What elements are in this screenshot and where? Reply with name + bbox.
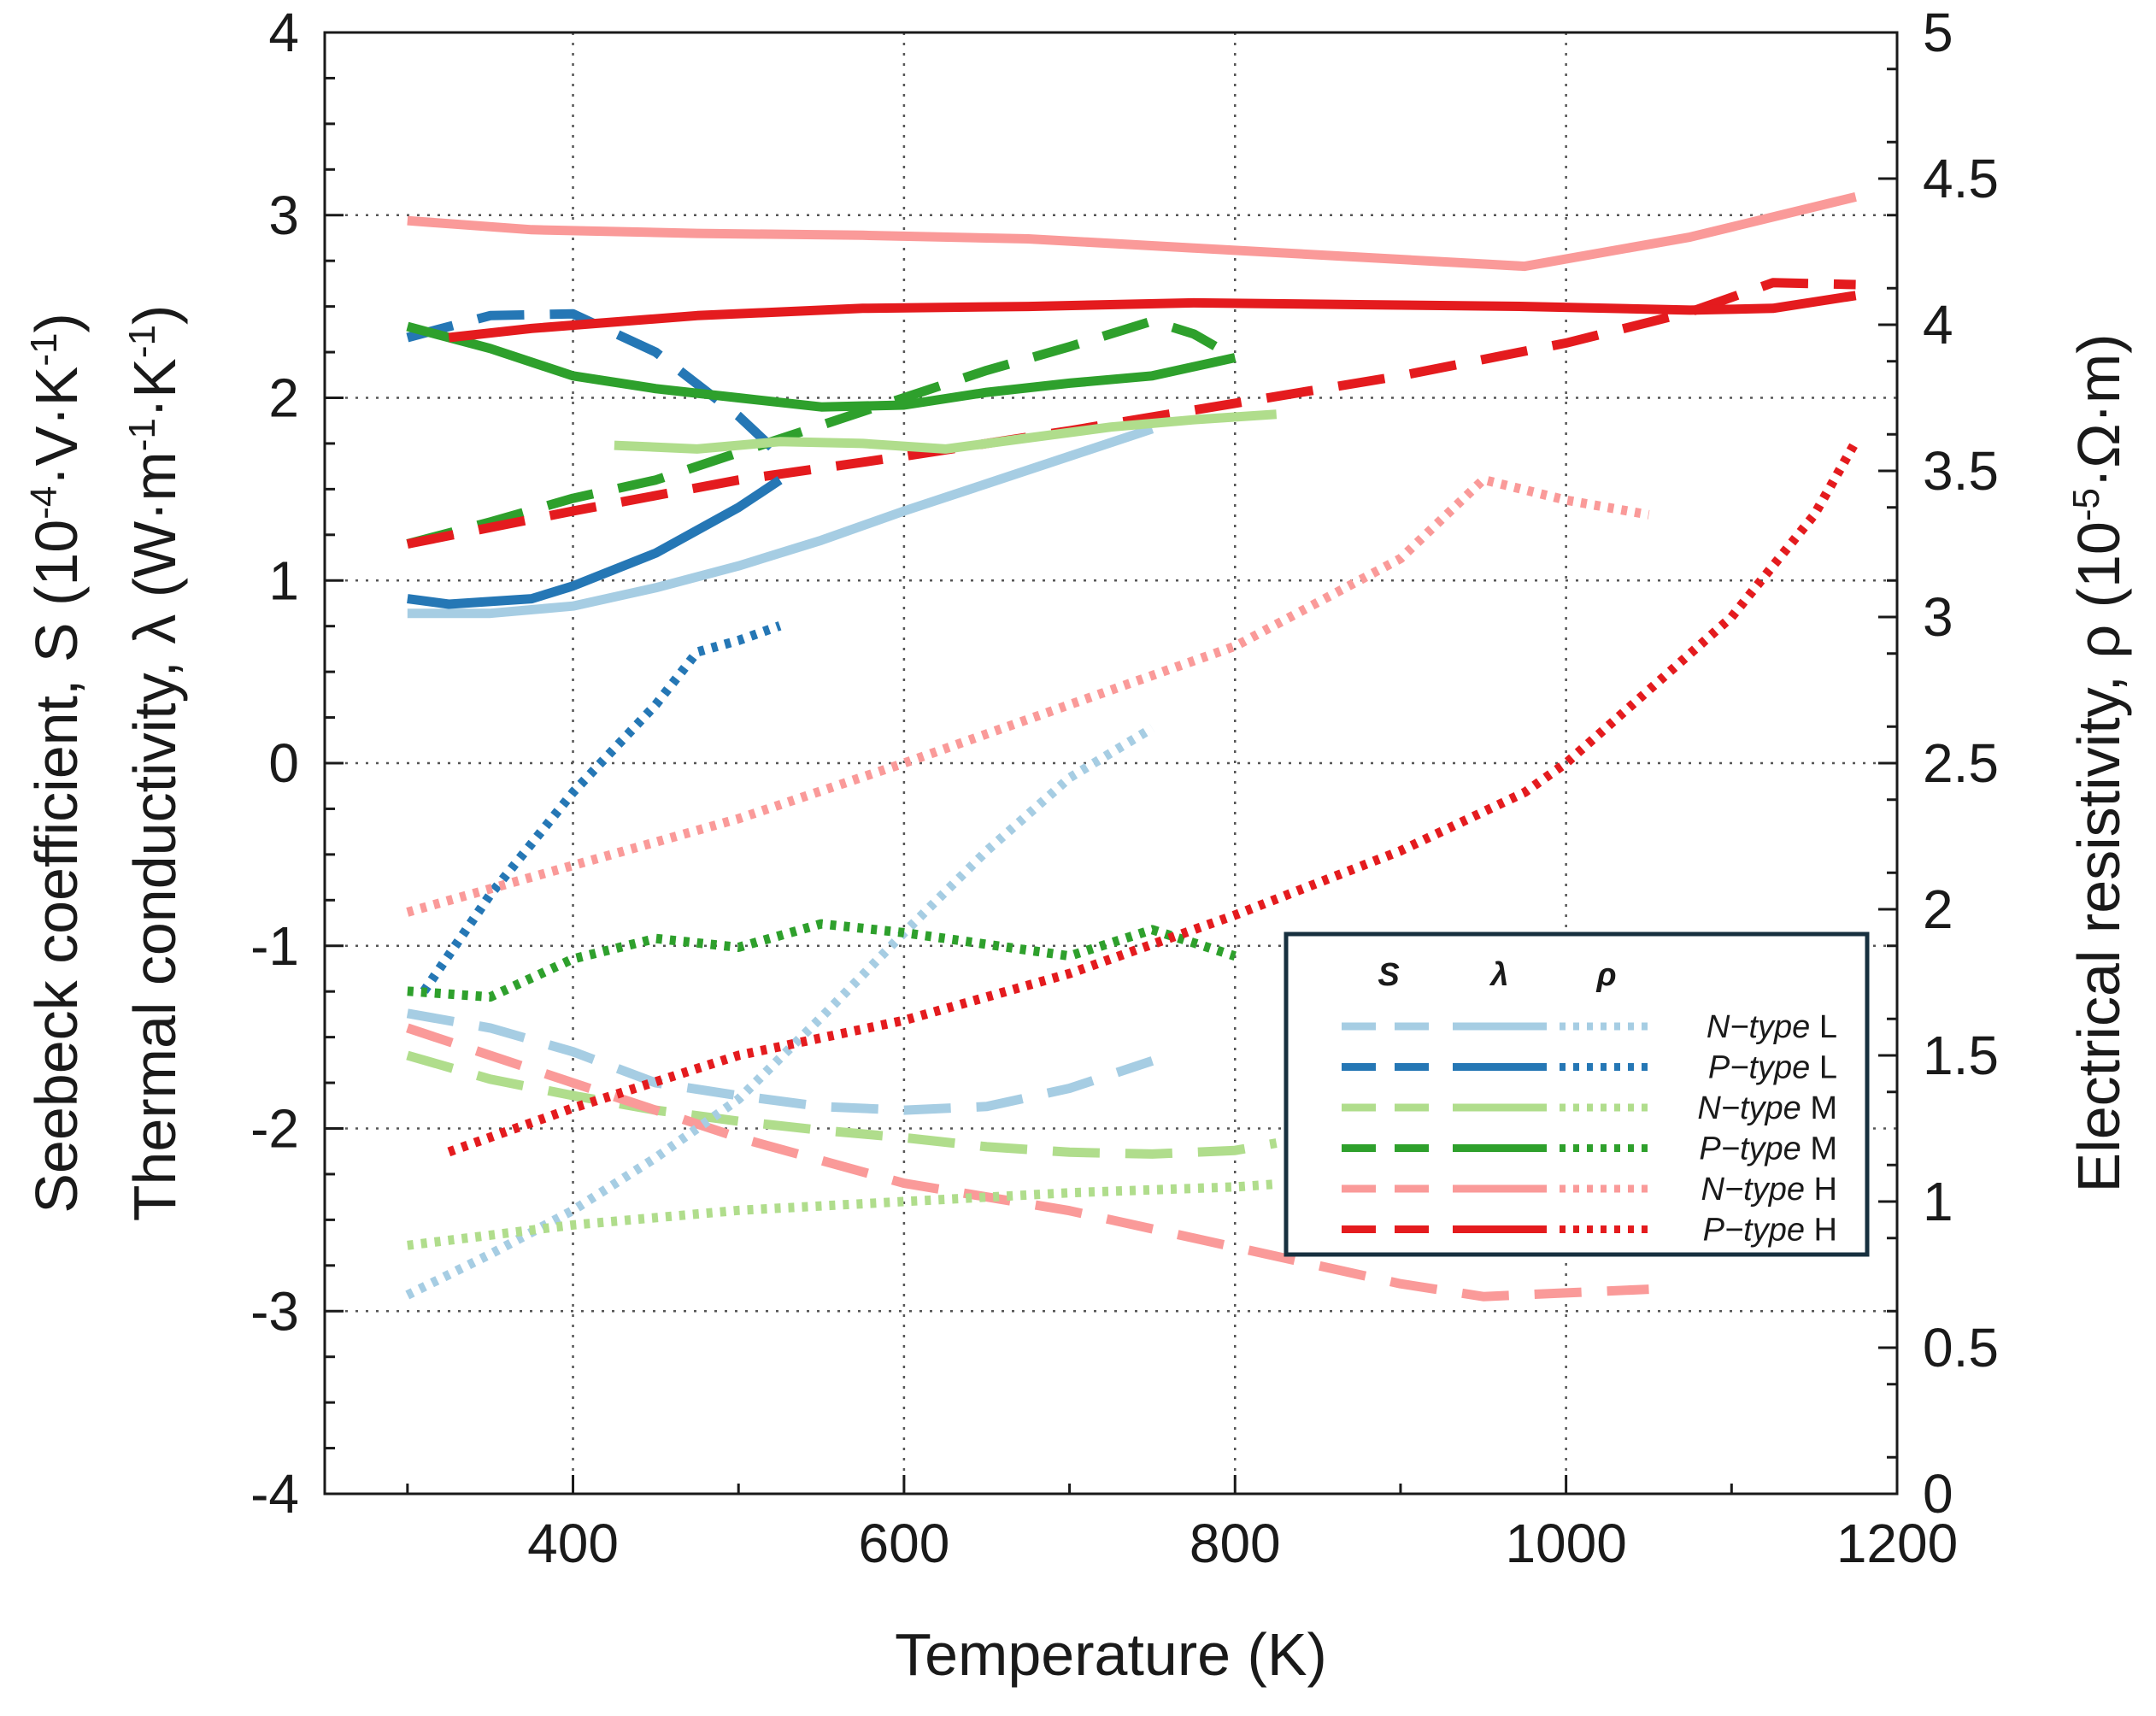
y-axis-label-thermal-conductivity: Thermal conductivity, λ (W·m-1·K-1) (121, 305, 189, 1222)
y-right-tick-label: 2.5 (1923, 732, 1999, 794)
x-tick-label: 1000 (1505, 1513, 1626, 1574)
legend-entry-label: N−type H (1701, 1172, 1837, 1208)
y-left-tick-label: -1 (250, 915, 299, 977)
legend-header: λ (1489, 957, 1508, 993)
series-line-lambda-n-type-m (614, 409, 1278, 454)
series-line-rho-p-type-l (420, 621, 782, 994)
series-line-lambda-p-type-m (406, 321, 1237, 412)
series-line-rho-n-type-h (406, 474, 1650, 917)
y-left-tick-label: 4 (268, 2, 299, 63)
series-line-lambda-n-type-h (407, 192, 1857, 272)
ticks: 400 600 800 1000 1200 -4 -3 -2 -1 0 1 2 3 4 0 0.5 1 1.5 2 2… (250, 2, 1999, 1574)
legend-entry-grade: H (1805, 1213, 1837, 1249)
series-line-s-n-type-h (406, 1023, 1649, 1302)
legend-entry-label: N−type L (1707, 1009, 1837, 1045)
x-tick-label: 800 (1190, 1513, 1281, 1574)
y-axis-label-seebeck: Seebeck coefficient, S (10-4·V·K-1) (23, 313, 91, 1214)
y-right-tick-label: 0 (1923, 1463, 1953, 1525)
series-line-s-n-type-m (406, 1050, 1278, 1159)
legend-header: ρ (1595, 957, 1616, 993)
y-left-tick-label: 0 (268, 732, 299, 794)
legend-entry-type: N−type (1707, 1009, 1810, 1045)
y-right-tick-label: 1 (1923, 1171, 1953, 1232)
legend-box (1284, 931, 1870, 1257)
series-line-s-p-type-m (406, 316, 1238, 549)
legend-entry-type: P−type (1708, 1050, 1810, 1086)
series-line-s-p-type-h (406, 278, 1856, 549)
y-right-tick-label: 4.5 (1923, 148, 1999, 209)
y-axis-label-resistivity: Electrical resistivity, ρ (10-5·Ω·m) (2065, 333, 2133, 1192)
series-line-lambda-p-type-h (448, 291, 1857, 343)
legend-entry-grade: H (1805, 1172, 1837, 1208)
series-line-lambda-p-type-l (407, 476, 783, 609)
x-tick-label: 400 (527, 1513, 619, 1574)
x-axis-label: Temperature (K) (895, 1621, 1327, 1688)
legend-entry-type: P−type (1699, 1131, 1801, 1167)
legend-entry-label: P−type H (1703, 1213, 1837, 1249)
legend-entry-label: P−type L (1708, 1050, 1837, 1086)
x-tick-label: 600 (859, 1513, 950, 1574)
series-layer (405, 192, 1860, 1302)
y-right-tick-label: 1.5 (1923, 1025, 1999, 1086)
y-right-tick-label: 5 (1923, 2, 1953, 63)
legend-entry-grade: M (1801, 1090, 1837, 1126)
y-right-tick-label: 4 (1923, 294, 1953, 356)
y-left-tick-label: -3 (250, 1280, 299, 1342)
y-left-tick-label: 2 (268, 367, 299, 429)
series-line-s-p-type-l (406, 309, 775, 451)
series-line-rho-n-type-m (407, 1179, 1278, 1250)
series-line-s-n-type-l (406, 1008, 1154, 1115)
legend-entry-type: N−type (1697, 1090, 1801, 1126)
legend-header: S (1378, 957, 1399, 993)
legend-entry-grade: L (1810, 1050, 1837, 1086)
y-left-tick-label: -2 (250, 1098, 299, 1160)
legend-entry-grade: L (1810, 1009, 1837, 1045)
y-right-tick-label: 2 (1923, 879, 1953, 940)
y-left-tick-label: -4 (250, 1463, 299, 1525)
gridlines (325, 32, 1897, 1494)
series-line-rho-p-type-m (407, 919, 1237, 1002)
y-right-tick-label: 3 (1923, 586, 1953, 648)
x-tick-label: 1200 (1836, 1513, 1958, 1574)
y-left-tick-label: 3 (268, 185, 299, 246)
y-left-tick-label: 1 (268, 549, 299, 611)
series-line-lambda-n-type-l (407, 424, 1154, 619)
y-right-tick-label: 0.5 (1923, 1317, 1999, 1378)
y-right-tick-label: 3.5 (1923, 440, 1999, 502)
legend-entry-label: N−type M (1697, 1090, 1837, 1126)
legend-entry-type: N−type (1701, 1172, 1805, 1208)
legend-entry-grade: M (1801, 1131, 1837, 1167)
legend-entry-type: P−type (1703, 1213, 1805, 1249)
series-line-rho-p-type-h (447, 439, 1860, 1157)
legend-entry-label: P−type M (1699, 1131, 1837, 1167)
